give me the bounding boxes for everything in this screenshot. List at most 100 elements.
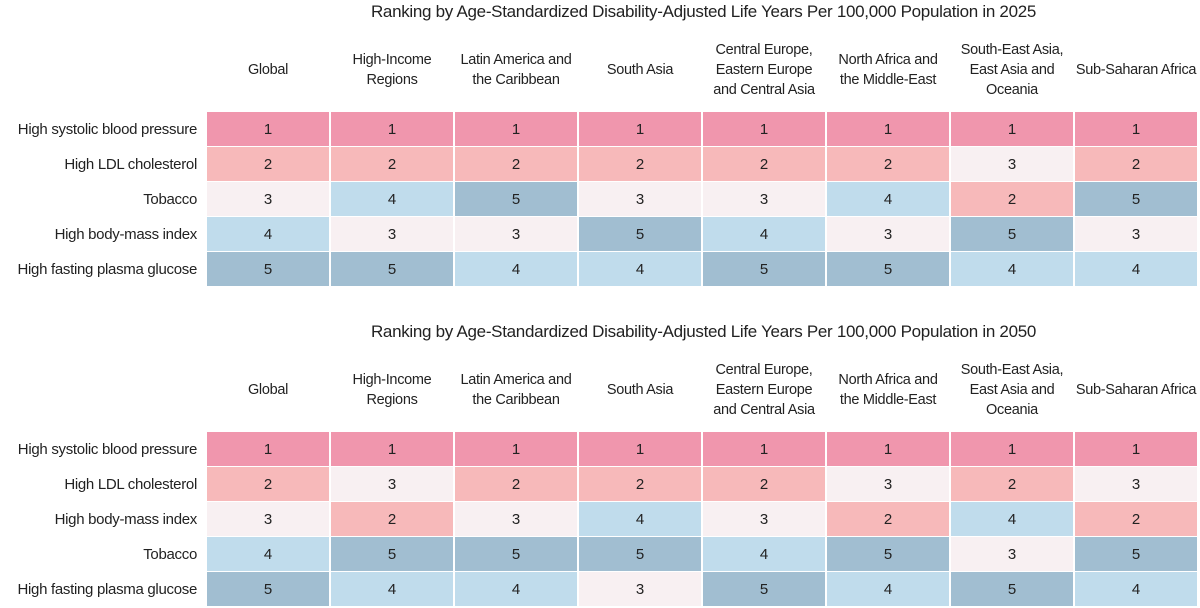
rank-cell: 1 — [951, 432, 1073, 466]
rank-cell: 2 — [1075, 502, 1197, 536]
rank-cell: 1 — [455, 112, 577, 146]
column-header: South Asia — [606, 382, 674, 398]
rank-cell: 2 — [207, 147, 329, 181]
rank-cell: 3 — [455, 217, 577, 251]
rank-cell: 5 — [703, 252, 825, 286]
rank-cell: 2 — [703, 147, 825, 181]
rank-cell: 2 — [827, 502, 949, 536]
rank-cell: 2 — [331, 147, 453, 181]
rank-cell: 1 — [331, 432, 453, 466]
rank-cell: 3 — [703, 502, 825, 536]
rank-cell: 5 — [1075, 182, 1197, 216]
column-header: Global — [247, 382, 289, 398]
rank-cell: 4 — [207, 537, 329, 571]
rank-cell: 5 — [331, 252, 453, 286]
rank-cell: 1 — [703, 112, 825, 146]
rank-cell: 2 — [703, 467, 825, 501]
rank-cell: 5 — [703, 572, 825, 606]
rank-cell: 4 — [951, 502, 1073, 536]
rank-cell: 5 — [827, 252, 949, 286]
rank-cell: 3 — [951, 537, 1073, 571]
row-label: High systolic blood pressure — [17, 440, 198, 458]
rank-cell: 5 — [579, 217, 701, 251]
rank-cell: 4 — [951, 252, 1073, 286]
row-label: High body-mass index — [54, 225, 198, 243]
rank-cell: 1 — [579, 112, 701, 146]
rank-cell: 3 — [207, 182, 329, 216]
rank-cell: 2 — [951, 182, 1073, 216]
rank-cell: 5 — [455, 182, 577, 216]
rank-cell: 4 — [703, 217, 825, 251]
rank-cell: 1 — [703, 432, 825, 466]
rank-cell: 3 — [455, 502, 577, 536]
rank-cell: 4 — [331, 182, 453, 216]
row-label: High systolic blood pressure — [17, 120, 198, 138]
rank-cell: 2 — [455, 467, 577, 501]
column-header: Latin America and the Caribbean — [460, 52, 572, 88]
rank-cell: 4 — [827, 572, 949, 606]
rank-cell: 1 — [951, 112, 1073, 146]
rank-cell: 4 — [455, 572, 577, 606]
rank-cell: 2 — [951, 467, 1073, 501]
column-header: High-Income Regions — [352, 372, 432, 408]
rank-cell: 5 — [455, 537, 577, 571]
rank-cell: 1 — [827, 432, 949, 466]
rank-cell: 3 — [703, 182, 825, 216]
row-label: High body-mass index — [54, 510, 198, 528]
rank-cell: 1 — [455, 432, 577, 466]
table-title: Ranking by Age-Standardized Disability-A… — [370, 2, 1037, 21]
column-header: High-Income Regions — [352, 52, 432, 88]
rank-cell: 5 — [207, 252, 329, 286]
rank-cell: 4 — [703, 537, 825, 571]
row-label: High LDL cholesterol — [64, 155, 197, 173]
column-header: South-East Asia, East Asia and Oceania — [960, 362, 1064, 418]
rank-cell: 4 — [579, 252, 701, 286]
row-label: Tobacco — [143, 545, 197, 563]
column-header: Latin America and the Caribbean — [460, 372, 572, 408]
rank-cell: 5 — [951, 217, 1073, 251]
rank-cell: 1 — [207, 112, 329, 146]
rank-cell: 3 — [331, 467, 453, 501]
rank-cell: 4 — [331, 572, 453, 606]
rank-cell: 5 — [827, 537, 949, 571]
column-header: Sub-Saharan Africa — [1075, 382, 1197, 398]
table-title: Ranking by Age-Standardized Disability-A… — [370, 322, 1037, 341]
rank-cell: 1 — [579, 432, 701, 466]
rank-cell: 4 — [1075, 252, 1197, 286]
row-label: High fasting plasma glucose — [17, 580, 197, 598]
rank-cell: 3 — [579, 572, 701, 606]
column-header: Sub-Saharan Africa — [1075, 62, 1197, 78]
rank-cell: 3 — [951, 147, 1073, 181]
rank-cell: 3 — [579, 182, 701, 216]
rank-cell: 5 — [331, 537, 453, 571]
rank-cell: 5 — [1075, 537, 1197, 571]
rank-cell: 2 — [455, 147, 577, 181]
rank-cell: 2 — [1075, 147, 1197, 181]
rank-cell: 4 — [827, 182, 949, 216]
column-header: Central Europe, Eastern Europe and Centr… — [713, 42, 815, 98]
rank-cell: 4 — [579, 502, 701, 536]
rank-cell: 1 — [1075, 112, 1197, 146]
rank-cell: 4 — [455, 252, 577, 286]
column-header: Global — [247, 62, 289, 78]
rank-cell: 3 — [207, 502, 329, 536]
rank-cell: 1 — [1075, 432, 1197, 466]
rank-cell: 1 — [331, 112, 453, 146]
rank-cell: 2 — [579, 467, 701, 501]
rank-cell: 5 — [579, 537, 701, 571]
rank-cell: 2 — [331, 502, 453, 536]
column-header: South Asia — [606, 62, 674, 78]
rank-cell: 3 — [827, 467, 949, 501]
rank-cell: 5 — [951, 572, 1073, 606]
rank-cell: 2 — [827, 147, 949, 181]
column-header: South-East Asia, East Asia and Oceania — [960, 42, 1064, 98]
rank-cell: 3 — [331, 217, 453, 251]
rank-cell: 5 — [207, 572, 329, 606]
rank-cell: 3 — [827, 217, 949, 251]
rank-cell: 2 — [207, 467, 329, 501]
rank-cell: 1 — [827, 112, 949, 146]
row-label: Tobacco — [143, 190, 197, 208]
column-header: North Africa and the Middle-East — [838, 372, 938, 408]
row-label: High fasting plasma glucose — [17, 260, 197, 278]
